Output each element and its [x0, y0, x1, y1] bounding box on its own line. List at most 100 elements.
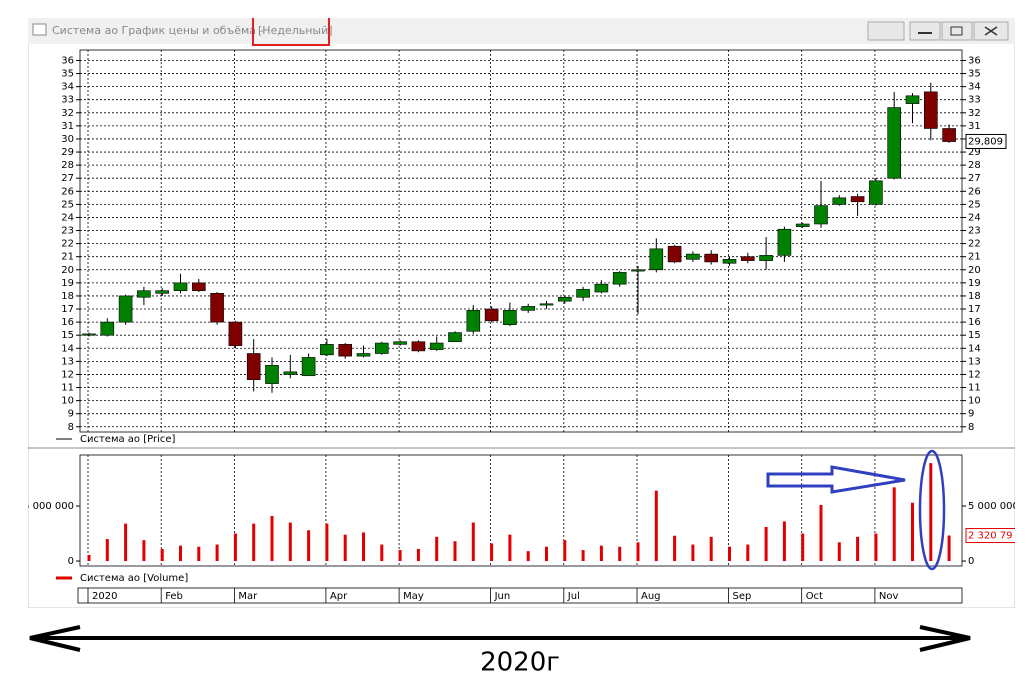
candle-body — [356, 353, 371, 357]
candle-body — [557, 296, 572, 302]
volume-bar — [105, 539, 109, 562]
y2-tick-label: 24 — [968, 212, 981, 223]
candle-body — [448, 332, 462, 343]
last-volume-box — [965, 528, 1015, 544]
candle-body — [667, 245, 682, 263]
y2-tick-label: 19 — [968, 278, 981, 289]
y-tick-label: 8 — [68, 422, 74, 433]
volume-bar — [581, 550, 585, 562]
y2-tick-label: 20 — [968, 265, 981, 276]
volume-bar — [215, 544, 219, 562]
candle-body — [704, 253, 719, 263]
candle-body — [686, 253, 700, 260]
candle-body — [539, 303, 554, 306]
y-tick-label: 12 — [61, 369, 74, 380]
volume-bar — [160, 548, 164, 562]
x-tick-label: Apr — [330, 591, 348, 602]
volume-bar — [435, 536, 439, 562]
volume-bar — [856, 536, 860, 562]
y2-tick-label: 14 — [968, 343, 981, 354]
y-tick-label: 22 — [61, 239, 74, 250]
candle-body — [777, 228, 792, 256]
y2-tick-label: 36 — [968, 55, 981, 66]
volume-bar — [179, 545, 182, 562]
candle-body — [942, 128, 956, 142]
candle-body — [740, 256, 755, 261]
y-tick-label: 33 — [61, 95, 74, 106]
volume-bar — [599, 545, 603, 562]
y2-tick-label: 34 — [968, 82, 981, 93]
last-price-label: 29,809 — [968, 136, 1003, 147]
y2-tick-label: 25 — [968, 199, 981, 210]
volume-bar — [782, 521, 786, 562]
candle-body — [155, 290, 169, 294]
candle-body — [869, 180, 883, 205]
candle-body — [411, 341, 426, 352]
volume-bar — [270, 515, 274, 562]
y2-tick-label: 31 — [968, 121, 981, 132]
y2-tick-label: 18 — [968, 291, 981, 302]
period-highlight — [252, 18, 330, 46]
y2-tick-label: 22 — [968, 239, 981, 250]
volume-bar — [691, 544, 695, 562]
volume-bar — [764, 526, 768, 562]
y2-tick-label: 28 — [968, 160, 981, 171]
volume-bar — [837, 542, 841, 562]
pointer-arrow — [766, 465, 906, 494]
candle-body — [283, 371, 298, 375]
volume-bar — [728, 546, 731, 562]
candle-body — [631, 269, 645, 272]
candle-body — [484, 308, 499, 322]
period-arrow-heads — [29, 625, 971, 652]
y-tick-label: 35 — [61, 69, 74, 80]
y-tick-label: 10 — [61, 396, 74, 407]
candle-body — [759, 255, 773, 261]
x-tick-label: Mar — [238, 591, 258, 602]
volume-bar — [819, 504, 823, 562]
volume-bar — [490, 543, 494, 562]
tool-button[interactable] — [867, 21, 905, 41]
y2-tick-label: 21 — [968, 252, 981, 263]
y2-tick-label: 29 — [968, 147, 981, 158]
volume-bar — [325, 523, 329, 562]
volume-bar — [874, 533, 878, 562]
candle-body — [612, 272, 627, 285]
volume-bar — [288, 522, 292, 562]
volume-bar — [911, 502, 914, 562]
y2-tick-label: 12 — [968, 369, 981, 380]
period-annotation: 2020г — [480, 648, 560, 678]
volume-bar — [471, 522, 475, 562]
minimize-button[interactable] — [909, 21, 941, 41]
candle-body — [850, 196, 865, 203]
candle-body — [393, 341, 407, 345]
y-tick-label: 27 — [61, 173, 74, 184]
candle-body — [246, 353, 261, 380]
y2-tick-label: 35 — [968, 69, 981, 80]
volume-bar — [142, 540, 146, 562]
volume-bar — [929, 463, 933, 562]
y-tick-label: 26 — [61, 186, 74, 197]
y-tick-label: 16 — [61, 317, 74, 328]
candle-body — [100, 321, 115, 336]
legend-label: Система ао [Volume] — [80, 573, 188, 584]
y2-tick-label: 27 — [968, 173, 981, 184]
y-tick-label: 13 — [61, 356, 74, 367]
volume-bar — [563, 540, 567, 562]
x-tick-label: May — [403, 591, 424, 602]
y-tick-label: 21 — [61, 252, 74, 263]
y-tick-label: 9 — [68, 409, 74, 420]
restore-button[interactable] — [941, 21, 973, 41]
candle-body — [228, 321, 243, 346]
time-axis — [77, 587, 963, 604]
y-tick-label: 19 — [61, 278, 74, 289]
y-tick-label: 34 — [61, 82, 74, 93]
y2-tick-label: 17 — [968, 304, 981, 315]
volume-bar — [508, 534, 512, 562]
candle-body — [722, 259, 737, 264]
last-price-box — [965, 133, 1007, 149]
volume-bar — [362, 532, 365, 562]
volume-bar — [892, 487, 896, 562]
volume-bar — [636, 542, 640, 562]
plot-area — [79, 49, 963, 433]
